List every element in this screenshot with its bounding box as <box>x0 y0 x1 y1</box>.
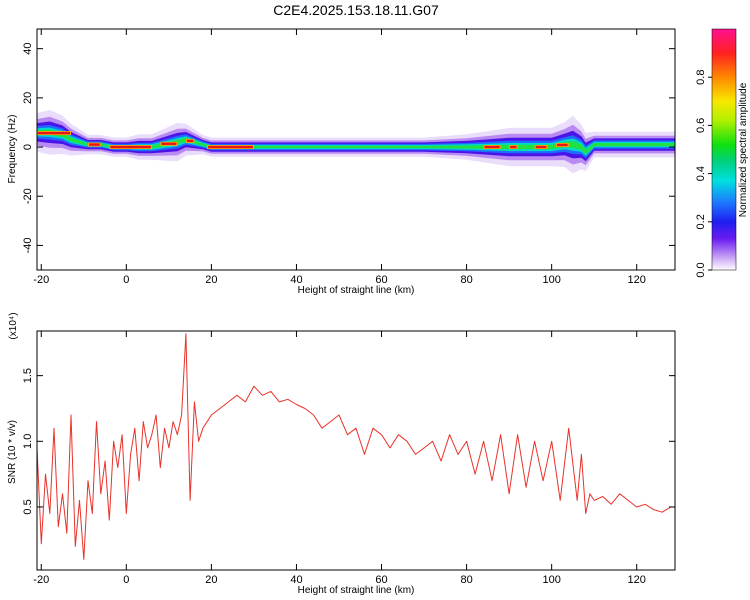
spectrogram-ytick-label: -20 <box>22 188 34 204</box>
ridge-peak-segment <box>510 145 517 149</box>
spectrogram-frame <box>36 28 676 271</box>
ridge-peak-segment <box>161 142 177 145</box>
colorbar-label: Normalized spectral amplitude <box>738 82 749 217</box>
spectrogram-panel: -20 0 20 40 60 80 100 120 -40 -20 0 20 40 Height of … <box>7 28 676 296</box>
snr-xtick-label: 20 <box>205 574 217 586</box>
ridge-peak-segment <box>186 139 194 143</box>
colorbar-tick-label: 0.8 <box>695 70 707 85</box>
snr-ytick-label: 1.5 <box>22 368 34 383</box>
snr-xtick-label: 80 <box>460 574 472 586</box>
ridge-peak-segment <box>89 143 100 146</box>
ridge-peak-segment <box>535 145 547 149</box>
colorbar-tick-label: 0.6 <box>695 118 707 133</box>
spectrogram-ticks: -20 0 20 40 60 80 100 120 -40 -20 0 20 40 <box>22 29 675 286</box>
spectrogram-xtick-label: 20 <box>205 274 217 286</box>
spectrogram-xtick-label: 40 <box>290 274 302 286</box>
spectrogram-xtick-label: -20 <box>33 274 49 286</box>
snr-ylabel: SNR (10 * v/v) <box>7 420 18 484</box>
ridge-peak-segment <box>556 143 568 147</box>
colorbar-tick-label: 0.2 <box>695 214 707 229</box>
spectrogram-xtick-label: 60 <box>375 274 387 286</box>
snr-xtick-label: 120 <box>628 574 646 586</box>
ridge-peak-segment <box>484 145 500 149</box>
ridge-peak-segment <box>38 131 71 135</box>
figure-title: C2E4.2025.153.18.11.G07 <box>273 2 439 18</box>
colorbar-tick-label: 0.4 <box>695 166 707 181</box>
snr-xtick-label: -20 <box>33 574 49 586</box>
spectrogram-ylabel: Frequency (Hz) <box>7 115 18 184</box>
snr-frame <box>36 330 676 571</box>
snr-xtick-label: 0 <box>123 574 129 586</box>
spectrogram-xtick-label: 0 <box>123 274 129 286</box>
snr-panel: -20 0 20 40 60 80 100 120 0.5 1.0 1.5 Height of st… <box>7 312 676 596</box>
spectrogram-ytick-label: 20 <box>22 92 34 104</box>
spectrogram-xtick-label: 100 <box>542 274 560 286</box>
spectrogram-ytick-label: -40 <box>22 237 34 253</box>
colorbar-ticks: 0.0 0.2 0.4 0.6 0.8 <box>695 70 712 278</box>
snr-scale-label: (x10⁴) <box>8 312 19 339</box>
snr-series-line <box>37 333 671 560</box>
snr-xtick-label: 40 <box>290 574 302 586</box>
spectrogram-ytick-label: 40 <box>22 43 34 55</box>
ridge-peak-segment <box>110 145 151 149</box>
spectrogram-xlabel: Height of straight line (km) <box>298 285 415 296</box>
snr-xlabel: Height of straight line (km) <box>298 585 415 596</box>
snr-xtick-label: 100 <box>542 574 560 586</box>
ridge-peak-segment <box>208 145 253 149</box>
colorbar: 0.0 0.2 0.4 0.6 0.8 Normalized spectral ampl… <box>695 28 749 278</box>
spectrogram-xtick-label: 80 <box>460 274 472 286</box>
snr-ticks: -20 0 20 40 60 80 100 120 0.5 1.0 1.5 <box>22 331 675 586</box>
snr-ytick-label: 1.0 <box>22 434 34 449</box>
colorbar-tick-label: 0.0 <box>695 262 707 277</box>
spectrogram-xtick-label: 120 <box>628 274 646 286</box>
colorbar-gradient <box>711 28 737 271</box>
spectrogram-ytick-label: 0 <box>22 144 34 150</box>
snr-xtick-label: 60 <box>375 574 387 586</box>
snr-ytick-label: 0.5 <box>22 499 34 514</box>
spectral-ridge <box>37 109 675 174</box>
